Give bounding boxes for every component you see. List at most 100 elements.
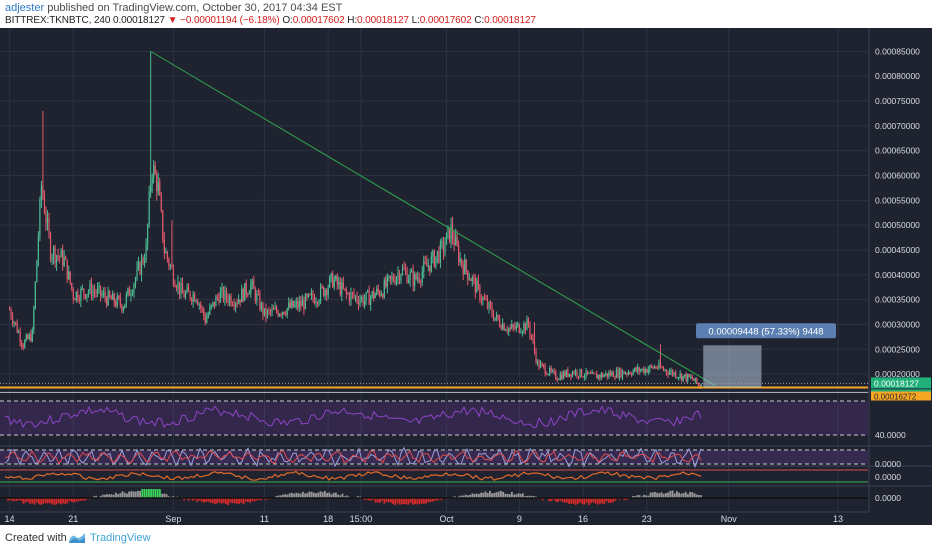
candle-body — [623, 371, 625, 374]
candle-body — [495, 314, 498, 318]
candle-body — [376, 288, 378, 295]
candle-body — [239, 299, 241, 303]
histogram-bar — [599, 498, 601, 504]
histogram-bar — [266, 498, 269, 500]
histogram-bar — [20, 498, 23, 501]
histogram-bar — [414, 498, 416, 505]
price-tick-label: 0.00085000 — [875, 46, 920, 56]
candle-body — [137, 262, 140, 268]
low-key: L: — [411, 15, 420, 26]
candle-body — [600, 373, 602, 378]
histogram-bar — [574, 498, 577, 506]
price-tick-label: 0.00055000 — [875, 195, 920, 205]
candle-body — [450, 224, 452, 242]
candle-body — [316, 302, 319, 304]
candle-body — [462, 264, 464, 275]
histogram-bar — [150, 489, 152, 498]
open-key: O: — [282, 15, 293, 26]
candle-body — [448, 227, 451, 242]
candle-body — [606, 373, 608, 377]
histogram-bar — [660, 492, 663, 498]
candle-body — [479, 285, 481, 300]
candle-body — [363, 300, 366, 305]
candle-body — [312, 293, 314, 299]
histogram-bar — [101, 494, 104, 498]
histogram-bar — [128, 491, 130, 498]
candle-body — [309, 293, 311, 295]
candle-body — [421, 271, 423, 282]
histogram-bar — [233, 498, 236, 504]
candle-body — [543, 364, 545, 366]
histogram-bar — [524, 496, 526, 498]
candle-body — [433, 250, 435, 267]
histogram-bar — [614, 498, 617, 501]
candle-body — [303, 300, 305, 310]
candle-body — [429, 265, 431, 272]
price-tick-label: 0.00070000 — [875, 121, 920, 131]
candle-body — [627, 372, 630, 374]
histogram-bar — [590, 498, 592, 504]
indicator-lines — [0, 405, 868, 506]
candle-body — [197, 300, 199, 305]
candle-body — [385, 280, 387, 287]
histogram-bar — [295, 492, 298, 498]
histogram-bar — [104, 494, 106, 498]
candle-body — [313, 298, 316, 304]
candle-body — [678, 377, 680, 379]
panel4-axis-label: 0.0000 — [875, 493, 901, 503]
candle-body — [74, 298, 76, 301]
histogram-bar — [187, 498, 190, 501]
histogram-bar — [341, 493, 344, 498]
histogram-bar — [596, 498, 599, 505]
histogram-bar — [676, 491, 678, 498]
candle-body — [411, 270, 413, 273]
candle-body — [494, 317, 496, 321]
candle-body — [10, 309, 12, 318]
tradingview-link[interactable]: TradingView — [90, 532, 151, 544]
candle-body — [556, 379, 558, 381]
candle-body — [655, 366, 657, 368]
panel3-line — [4, 470, 702, 481]
histogram-bar — [368, 498, 370, 501]
candle-body — [227, 298, 229, 303]
histogram-bar — [297, 493, 300, 498]
candle-body — [130, 294, 132, 296]
candle-body — [395, 277, 398, 284]
candle-body — [573, 371, 575, 374]
candle-body — [640, 370, 642, 372]
histogram-bar — [385, 498, 388, 503]
candle-body — [641, 368, 643, 371]
measure-box — [703, 345, 762, 388]
candle-body — [206, 317, 208, 323]
author-link[interactable]: adjester — [5, 2, 45, 14]
histogram-bar — [24, 498, 27, 503]
histogram-bar — [18, 498, 20, 501]
candle-body — [285, 313, 287, 315]
histogram-bar — [581, 498, 584, 505]
histogram-bar — [513, 494, 515, 498]
time-tick-label: 13 — [833, 514, 843, 524]
candle-body — [253, 280, 255, 289]
candle-body — [212, 301, 214, 306]
histogram-bar — [548, 498, 551, 502]
candle-body — [335, 275, 337, 281]
histogram-bar — [106, 494, 108, 498]
candle-body — [209, 307, 211, 315]
candle-body — [617, 370, 619, 378]
candle-body — [499, 319, 501, 327]
candle-body — [553, 370, 555, 372]
candle-body — [546, 373, 548, 375]
candle-body — [377, 288, 379, 292]
time-tick-label: 9 — [517, 514, 522, 524]
histogram-bar — [605, 498, 608, 502]
histogram-bar — [412, 498, 414, 505]
histogram-bar — [66, 498, 69, 504]
price-tick-label: 0.00020000 — [875, 369, 920, 379]
candle-body — [345, 288, 347, 294]
candle-body — [561, 374, 563, 380]
histogram-bar — [557, 498, 559, 503]
candle-body — [690, 377, 692, 379]
histogram-bar — [656, 492, 658, 498]
candlestick-chart[interactable]: 0.00009448 (57.33%) 9448 0.000850000.000… — [0, 28, 932, 525]
histogram-bar — [38, 498, 40, 505]
